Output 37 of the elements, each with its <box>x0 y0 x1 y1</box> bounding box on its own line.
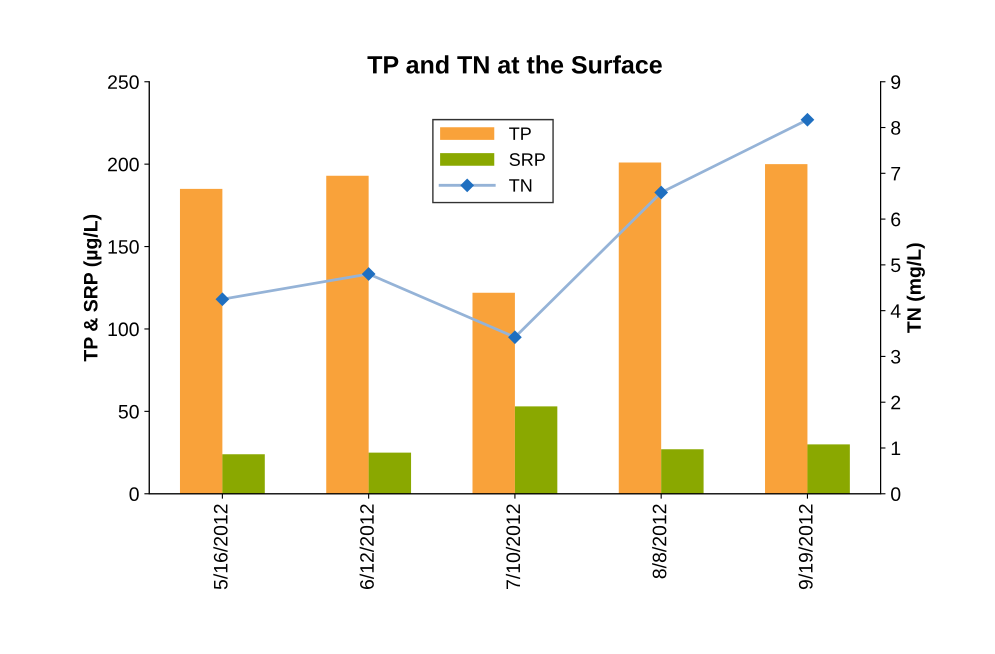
y-tick-label: 150 <box>108 240 139 254</box>
bar <box>661 449 704 494</box>
y2-tick-label: 8 <box>891 121 900 135</box>
y-tick-label: 50 <box>118 404 139 419</box>
y2-tick-label: 6 <box>891 212 900 226</box>
y2-axis-title: TN (mg/L) <box>906 243 925 333</box>
x-tick-label: 8/8/2012 <box>652 504 666 578</box>
y-tick-label: 100 <box>108 322 139 336</box>
x-tick-label: 5/16/2012 <box>213 504 228 590</box>
bar <box>180 188 222 494</box>
y2-tick-label: 1 <box>892 442 900 456</box>
y-tick-label: 200 <box>108 158 139 172</box>
chart-title: TP and TN at the Surface <box>367 55 662 74</box>
bar <box>368 452 412 494</box>
y2-tick-label: 5 <box>891 258 900 272</box>
x-tick-label: 7/10/2012 <box>506 504 520 589</box>
bar <box>765 164 808 494</box>
bar <box>514 406 558 494</box>
bar <box>618 162 662 494</box>
y-tick-label: 0 <box>129 487 139 502</box>
y2-tick-label: 4 <box>890 304 901 318</box>
bar <box>807 444 850 494</box>
y2-tick-label: 0 <box>891 487 900 502</box>
y-axis-title: TP & SRP (µg/L) <box>83 214 102 362</box>
bar <box>222 454 265 494</box>
bar <box>326 176 369 494</box>
legend-label: TN <box>509 179 532 192</box>
bar <box>472 292 515 494</box>
legend-label: TP <box>509 128 531 140</box>
x-tick-label: 9/19/2012 <box>798 504 813 590</box>
y2-tick-label: 7 <box>891 166 900 180</box>
x-tick-label: 6/12/2012 <box>360 504 374 589</box>
y2-tick-label: 3 <box>891 350 900 364</box>
legend-label: SRP <box>510 153 545 166</box>
y-tick-label: 250 <box>108 75 139 89</box>
y2-tick-label: 2 <box>891 396 900 410</box>
y2-tick-label: 9 <box>891 75 900 89</box>
